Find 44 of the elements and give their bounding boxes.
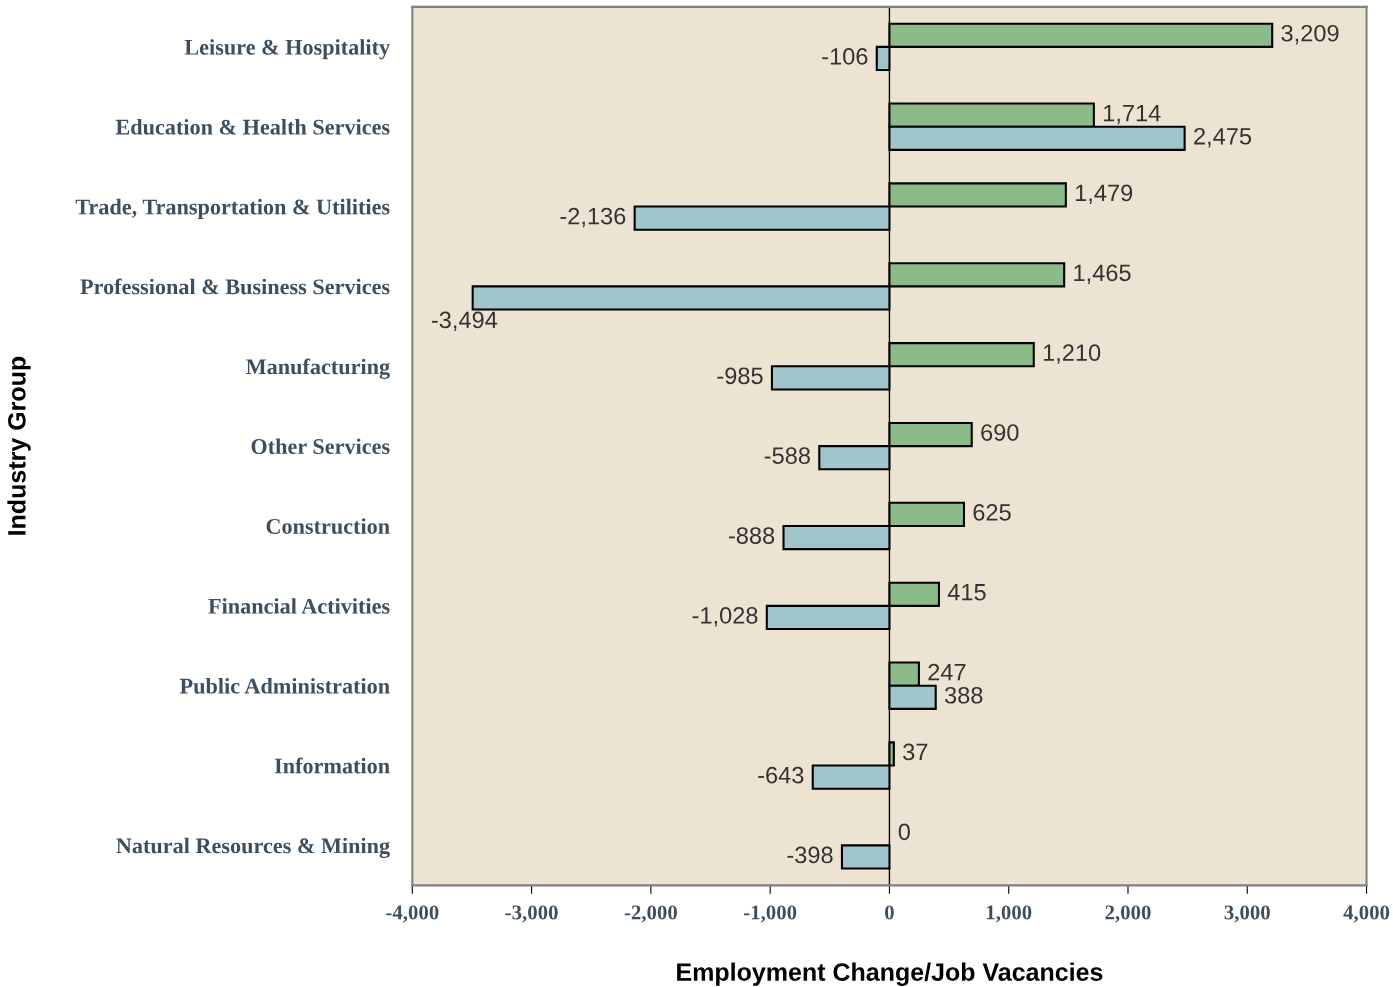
data-label: 3,209 (1281, 24, 1339, 45)
data-label: 247 (928, 663, 966, 681)
data-label: 2,475 (1194, 127, 1252, 148)
y-tick-label: Other Services (251, 438, 390, 455)
data-label: -106 (822, 48, 868, 65)
data-label: 1,714 (1104, 104, 1161, 125)
x-axis-title: Employment Change/Job Vacancies (677, 962, 1103, 986)
y-tick-label: Information (274, 757, 390, 774)
data-label: -1,028 (692, 607, 758, 627)
y-tick-label: Education & Health Services (115, 118, 390, 135)
y-tick-label: Construction (266, 518, 390, 534)
x-tick-label: 4,000 (1343, 905, 1390, 923)
x-tick-label: 1,000 (986, 905, 1032, 923)
data-label: 1,465 (1074, 264, 1131, 284)
x-tick-label: -4,000 (386, 905, 439, 923)
x-tick-label: -2,000 (624, 905, 677, 923)
y-tick-label: Natural Resources & Mining (116, 837, 390, 859)
data-label: 625 (973, 504, 1011, 521)
x-tick-label: 2,000 (1105, 905, 1151, 923)
y-tick-label: Professional & Business Services (80, 278, 390, 295)
data-label: 1,210 (1043, 344, 1101, 364)
data-label: -588 (764, 447, 810, 465)
x-tick-label: -1,000 (744, 905, 797, 923)
data-label: 37 (903, 743, 928, 761)
y-tick-label: Trade, Transportation & Utilities (75, 198, 390, 219)
data-label: -985 (717, 367, 763, 385)
x-tick-label: -3,000 (505, 905, 558, 923)
data-label: -643 (758, 766, 804, 784)
y-tick-label: Manufacturing (246, 358, 390, 379)
data-label: 1,479 (1075, 184, 1133, 205)
x-tick-label: 3,000 (1224, 905, 1270, 923)
data-label: 415 (947, 584, 986, 601)
data-label: -888 (728, 527, 775, 544)
data-label: 690 (981, 424, 1019, 441)
y-tick-label: Financial Activities (208, 598, 390, 614)
data-label: -398 (787, 846, 833, 864)
data-label: -2,136 (560, 207, 626, 228)
data-label: 0 (898, 823, 910, 841)
data-label: 388 (944, 686, 983, 704)
y-tick-label: Leisure & Hospitality (184, 39, 390, 60)
data-label: -3,494 (431, 311, 498, 332)
x-tick-label: 0 (885, 905, 894, 920)
y-axis-title: Industry Group (7, 356, 31, 535)
y-tick-label: Public Administration (179, 677, 390, 694)
